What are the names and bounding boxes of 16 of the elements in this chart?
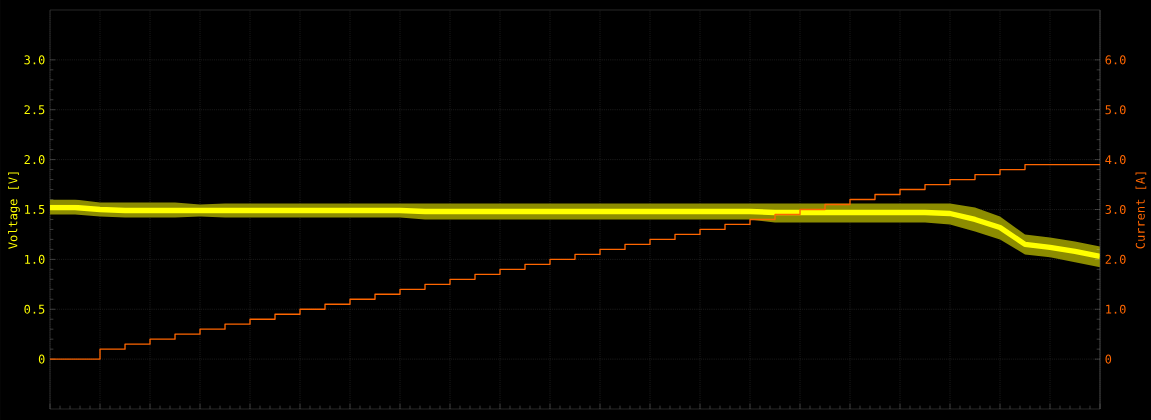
y-tick-label: 1.0 (25, 254, 45, 264)
y-tick-label: 0.5 (24, 304, 45, 314)
y2-tick-label: 3.0 (1105, 204, 1126, 215)
y-tick-label: 2.0 (24, 155, 45, 165)
y2-tick-label: 5.0 (1105, 105, 1126, 115)
y-tick-label: 1.5 (25, 205, 45, 214)
y2-tick-label: 0 (1105, 354, 1112, 364)
y-tick-label: 2.5 (24, 105, 45, 115)
y2-tick-label: 2.0 (1105, 254, 1126, 264)
y2-tick-label: 6.0 (1105, 55, 1126, 65)
y-tick-label: 0 (38, 354, 45, 364)
y-tick-label: 3.0 (24, 55, 45, 65)
y2-axis-title: Current [A] (1135, 172, 1147, 249)
y2-tick-label: 4.0 (1105, 155, 1126, 165)
y-axis-title: Voltage [V] (8, 172, 20, 249)
y2-tick-label: 1.0 (1106, 304, 1126, 314)
